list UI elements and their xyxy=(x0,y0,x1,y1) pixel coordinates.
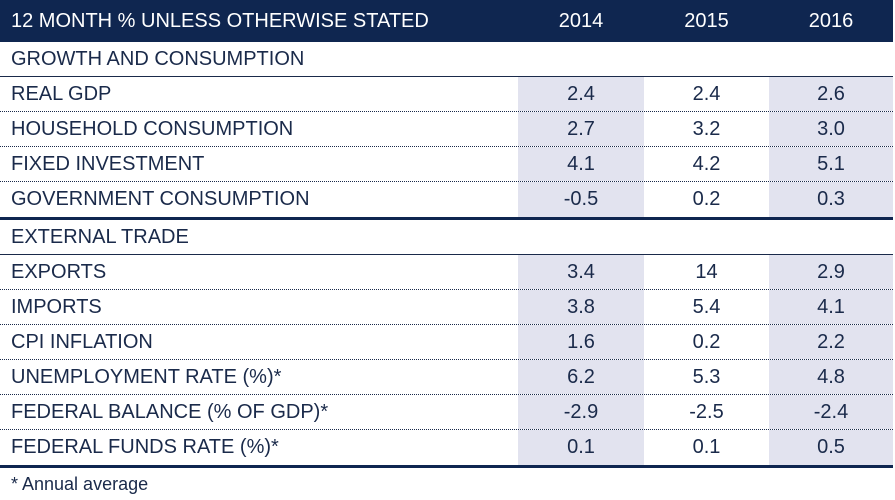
section-title: EXTERNAL TRADE xyxy=(11,225,189,248)
value-2016: 2.9 xyxy=(769,255,893,289)
row-label: REAL GDP xyxy=(11,82,112,105)
value-2015: 3.2 xyxy=(692,117,721,140)
value-2014: -2.9 xyxy=(518,395,644,429)
section-header-row: EXTERNAL TRADE xyxy=(0,220,893,255)
table-row: FEDERAL BALANCE (% OF GDP)* -2.9 -2.5 -2… xyxy=(0,395,893,430)
value-2014: 4.1 xyxy=(518,147,644,181)
value-2016: 2.6 xyxy=(769,77,893,111)
value-2014: -0.5 xyxy=(518,182,644,217)
value-2015: 2.4 xyxy=(692,82,721,105)
value-2015: 5.4 xyxy=(692,295,721,318)
section-header-row: GROWTH AND CONSUMPTION xyxy=(0,42,893,77)
row-label: UNEMPLOYMENT RATE (%)* xyxy=(11,365,282,388)
value-2014: 2.7 xyxy=(518,112,644,146)
header-label: 12 MONTH % UNLESS OTHERWISE STATED xyxy=(11,9,429,32)
header-year-2016: 2016 xyxy=(808,9,854,32)
row-label: IMPORTS xyxy=(11,295,102,318)
value-2016: 4.1 xyxy=(769,290,893,324)
value-2016: 4.8 xyxy=(769,360,893,394)
table-row: UNEMPLOYMENT RATE (%)* 6.2 5.3 4.8 xyxy=(0,360,893,395)
table-row: FEDERAL FUNDS RATE (%)* 0.1 0.1 0.5 xyxy=(0,430,893,468)
value-2014: 3.4 xyxy=(518,255,644,289)
row-label: FEDERAL FUNDS RATE (%)* xyxy=(11,436,279,458)
table-row: HOUSEHOLD CONSUMPTION 2.7 3.2 3.0 xyxy=(0,112,893,147)
forecast-table: 12 MONTH % UNLESS OTHERWISE STATED 2014 … xyxy=(0,0,893,468)
section-title: GROWTH AND CONSUMPTION xyxy=(11,47,305,70)
value-2016: 2.2 xyxy=(769,325,893,359)
row-label: GOVERNMENT CONSUMPTION xyxy=(11,188,310,210)
table-row: REAL GDP 2.4 2.4 2.6 xyxy=(0,77,893,112)
header-year-2015: 2015 xyxy=(684,9,729,32)
table-row: EXPORTS 3.4 14 2.9 xyxy=(0,255,893,290)
table-row: GOVERNMENT CONSUMPTION -0.5 0.2 0.3 xyxy=(0,182,893,220)
footnote: * Annual average xyxy=(11,474,149,494)
value-2016: 3.0 xyxy=(769,112,893,146)
header-year-2014: 2014 xyxy=(558,9,604,32)
table-header-row: 12 MONTH % UNLESS OTHERWISE STATED 2014 … xyxy=(0,0,893,42)
value-2015: 4.2 xyxy=(692,152,721,175)
value-2014: 6.2 xyxy=(518,360,644,394)
value-2016: 0.5 xyxy=(769,430,893,465)
row-label: FEDERAL BALANCE (% OF GDP)* xyxy=(11,400,329,423)
value-2014: 1.6 xyxy=(518,325,644,359)
value-2015: 5.3 xyxy=(692,365,721,388)
value-2014: 3.8 xyxy=(518,290,644,324)
value-2015: 0.2 xyxy=(692,188,721,210)
table-row: IMPORTS 3.8 5.4 4.1 xyxy=(0,290,893,325)
table-row: CPI INFLATION 1.6 0.2 2.2 xyxy=(0,325,893,360)
row-label: FIXED INVESTMENT xyxy=(11,152,205,175)
row-label: EXPORTS xyxy=(11,260,107,283)
value-2016: -2.4 xyxy=(769,395,893,429)
value-2015: 0.1 xyxy=(692,436,721,458)
table-row: FIXED INVESTMENT 4.1 4.2 5.1 xyxy=(0,147,893,182)
row-label: HOUSEHOLD CONSUMPTION xyxy=(11,117,294,140)
value-2014: 0.1 xyxy=(518,430,644,465)
row-label: CPI INFLATION xyxy=(11,330,153,353)
value-2015: -2.5 xyxy=(689,400,724,423)
value-2014: 2.4 xyxy=(518,77,644,111)
value-2016: 5.1 xyxy=(769,147,893,181)
value-2015: 14 xyxy=(695,260,718,283)
value-2015: 0.2 xyxy=(692,330,721,353)
value-2016: 0.3 xyxy=(769,182,893,217)
